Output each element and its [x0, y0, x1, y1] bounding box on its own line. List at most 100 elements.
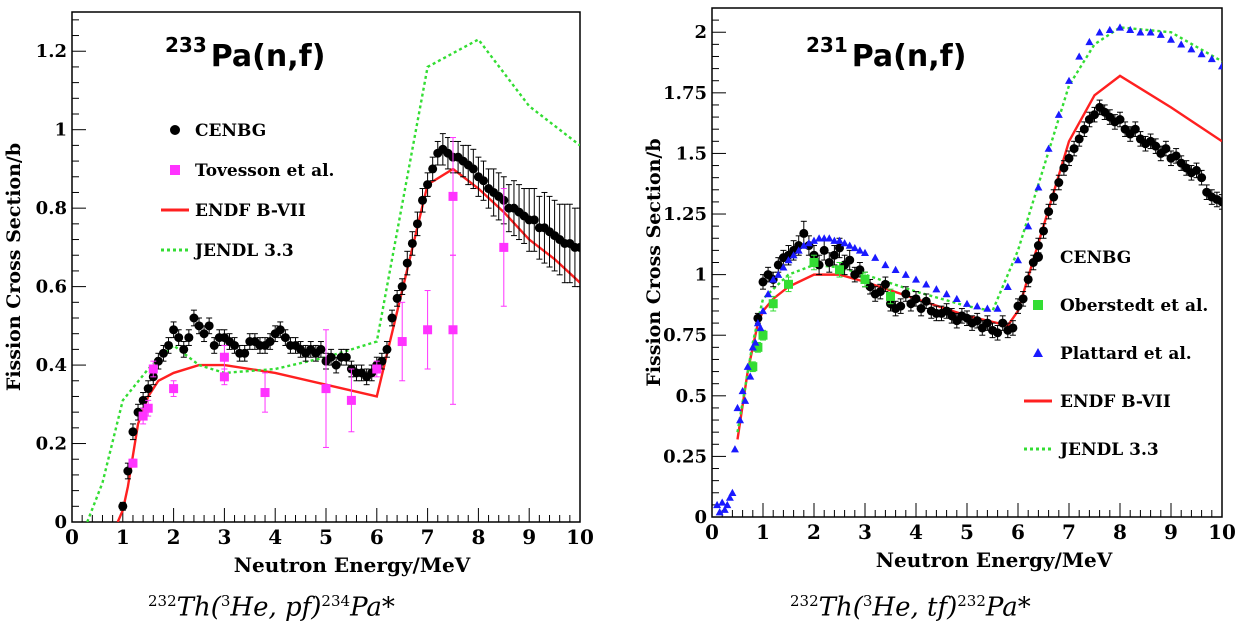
legend-label-jendl-3-3: JENDL 3.3 — [193, 241, 294, 261]
plot-title-superscript: 233 — [165, 33, 207, 57]
data-point-cenbg — [982, 318, 992, 328]
data-point-cenbg — [1023, 274, 1033, 284]
y-axis-label: Fission Cross Section/b — [3, 143, 25, 391]
y-tick-label: 0 — [694, 507, 707, 528]
data-point-cenbg — [855, 265, 865, 275]
data-point-cenbg — [1171, 151, 1181, 161]
data-point-tovesson-et-al — [219, 352, 229, 362]
data-point-plattard-et-al — [720, 505, 729, 513]
data-point-cenbg — [392, 293, 402, 303]
data-point-plattard-et-al — [764, 290, 773, 298]
data-point-plattard-et-al — [733, 403, 742, 412]
data-point-plattard-et-al — [799, 241, 808, 249]
legend-swatch-oberstedt-et-al — [1033, 300, 1043, 310]
data-point-cenbg — [824, 258, 834, 267]
data-point-cenbg — [1039, 226, 1048, 236]
data-point-tovesson-et-al — [448, 325, 458, 335]
x-tick-label: 3 — [858, 520, 872, 544]
data-point-plattard-et-al — [789, 251, 798, 259]
data-point-plattard-et-al — [835, 236, 844, 244]
data-point-cenbg — [1049, 192, 1059, 202]
y-tick-label: 0.8 — [36, 198, 67, 219]
data-point-tovesson-et-al — [397, 337, 407, 347]
data-point-plattard-et-al — [942, 290, 951, 298]
data-point-plattard-et-al — [759, 306, 767, 315]
x-tick-label: 2 — [167, 525, 181, 549]
data-point-cenbg — [194, 321, 204, 331]
data-point-plattard-et-al — [815, 234, 824, 242]
caption-left-text2: He, pf) — [230, 592, 322, 623]
data-point-plattard-et-al — [891, 265, 900, 273]
data-point-cenbg — [1090, 110, 1099, 120]
data-point-plattard-et-al — [871, 253, 880, 261]
legend-swatch-plattard-et-al — [1033, 348, 1043, 357]
series-line-jendl-3-3 — [86, 37, 580, 522]
caption-left: 232Th(3He, pf)234Pa* — [148, 592, 395, 623]
data-point-cenbg — [387, 313, 397, 323]
x-tick-label: 8 — [1113, 520, 1127, 544]
y-tick-label: 0.2 — [36, 434, 67, 455]
chart-panel-2: 0 1 2 3 4 5 6 7 8 9 10 0 0.25 0.5 0.75 1 1.25 1.5 1.75 2 Neu… — [643, 7, 1236, 572]
x-tick-label: 0 — [705, 520, 719, 544]
x-tick-label: 6 — [1011, 520, 1025, 544]
data-point-plattard-et-al — [738, 386, 747, 395]
x-tick-label: 1 — [116, 525, 130, 549]
data-point-plattard-et-al — [779, 263, 788, 271]
data-point-cenbg — [169, 325, 179, 335]
y-tick-label: 0.5 — [676, 386, 707, 407]
data-point-cenbg — [468, 164, 478, 174]
data-point-plattard-et-al — [713, 500, 722, 509]
data-point-cenbg — [118, 501, 128, 511]
legend-label-tovesson-et-al: Tovesson et al. — [195, 161, 334, 181]
data-point-cenbg — [1161, 144, 1171, 154]
y-tick-label: 0.6 — [36, 277, 67, 298]
x-tick-label: 10 — [566, 525, 594, 549]
data-point-plattard-et-al — [881, 260, 890, 269]
x-axis-label: Neutron Energy/MeV — [234, 553, 471, 577]
data-point-cenbg — [275, 325, 285, 335]
x-tick-label: 5 — [319, 525, 333, 549]
data-point-plattard-et-al — [1136, 28, 1145, 36]
data-point-oberstedt-et-al — [768, 299, 778, 309]
data-point-plattard-et-al — [743, 362, 752, 370]
data-point-cenbg — [896, 301, 906, 311]
x-tick-label: 9 — [1164, 520, 1178, 544]
data-point-plattard-et-al — [725, 493, 734, 501]
x-tick-label: 4 — [268, 525, 282, 549]
data-point-tovesson-et-al — [321, 384, 331, 394]
data-point-cenbg — [199, 329, 209, 339]
legend-label-plattard-et-al: Plattard et al. — [1060, 344, 1192, 364]
data-point-plattard-et-al — [845, 241, 854, 249]
x-tick-label: 7 — [1062, 520, 1076, 544]
data-point-cenbg — [753, 313, 763, 323]
data-point-cenbg — [1018, 294, 1028, 304]
caption-left-text1: Th( — [176, 592, 221, 623]
data-point-plattard-et-al — [1218, 62, 1222, 70]
data-point-cenbg — [911, 294, 921, 304]
data-point-plattard-et-al — [730, 445, 739, 453]
x-tick-label: 10 — [1208, 520, 1236, 544]
data-point-tovesson-et-al — [143, 403, 153, 413]
data-point-cenbg — [153, 356, 163, 366]
data-point-cenbg — [341, 352, 351, 362]
data-point-cenbg — [1059, 163, 1069, 173]
data-point-cenbg — [143, 384, 153, 394]
data-point-cenbg — [901, 289, 911, 299]
data-point-plattard-et-al — [751, 338, 760, 346]
data-point-cenbg — [128, 427, 138, 437]
legend-label-oberstedt-et-al: Oberstedt et al. — [1060, 296, 1208, 316]
data-point-plattard-et-al — [728, 488, 737, 496]
data-point-plattard-et-al — [973, 302, 982, 310]
data-point-cenbg — [972, 316, 982, 326]
data-point-plattard-et-al — [825, 234, 834, 242]
data-point-cenbg — [412, 219, 422, 229]
data-point-cenbg — [478, 176, 488, 186]
plot-title: 233 Pa(n,f) — [165, 33, 325, 74]
data-point-cenbg — [1069, 144, 1079, 154]
data-point-plattard-et-al — [794, 246, 803, 254]
data-point-plattard-et-al — [963, 299, 971, 307]
data-point-cenbg — [326, 352, 336, 362]
data-point-cenbg — [179, 344, 189, 354]
x-tick-label: 4 — [909, 520, 923, 544]
